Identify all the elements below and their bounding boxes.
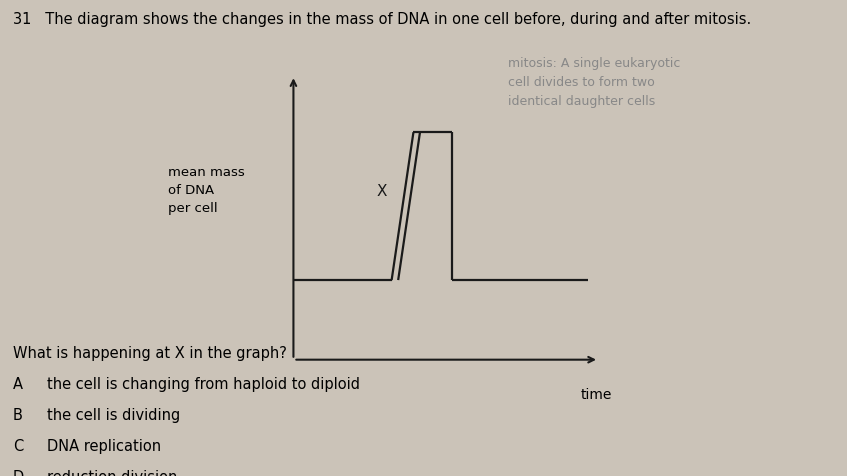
Text: 31   The diagram shows the changes in the mass of DNA in one cell before, during: 31 The diagram shows the changes in the … xyxy=(13,12,751,27)
Text: What is happening at X in the graph?: What is happening at X in the graph? xyxy=(13,345,286,360)
Text: mitosis: A single eukaryotic
cell divides to form two
identical daughter cells: mitosis: A single eukaryotic cell divide… xyxy=(508,57,681,108)
Text: A: A xyxy=(13,376,23,391)
Text: C: C xyxy=(13,438,23,453)
Text: X: X xyxy=(377,183,387,198)
Text: the cell is changing from haploid to diploid: the cell is changing from haploid to dip… xyxy=(47,376,360,391)
Text: the cell is dividing: the cell is dividing xyxy=(47,407,180,422)
Text: time: time xyxy=(580,387,612,401)
Text: reduction division: reduction division xyxy=(47,469,177,476)
Text: mean mass
of DNA
per cell: mean mass of DNA per cell xyxy=(168,165,244,214)
Text: DNA replication: DNA replication xyxy=(47,438,161,453)
Text: B: B xyxy=(13,407,23,422)
Text: D: D xyxy=(13,469,24,476)
